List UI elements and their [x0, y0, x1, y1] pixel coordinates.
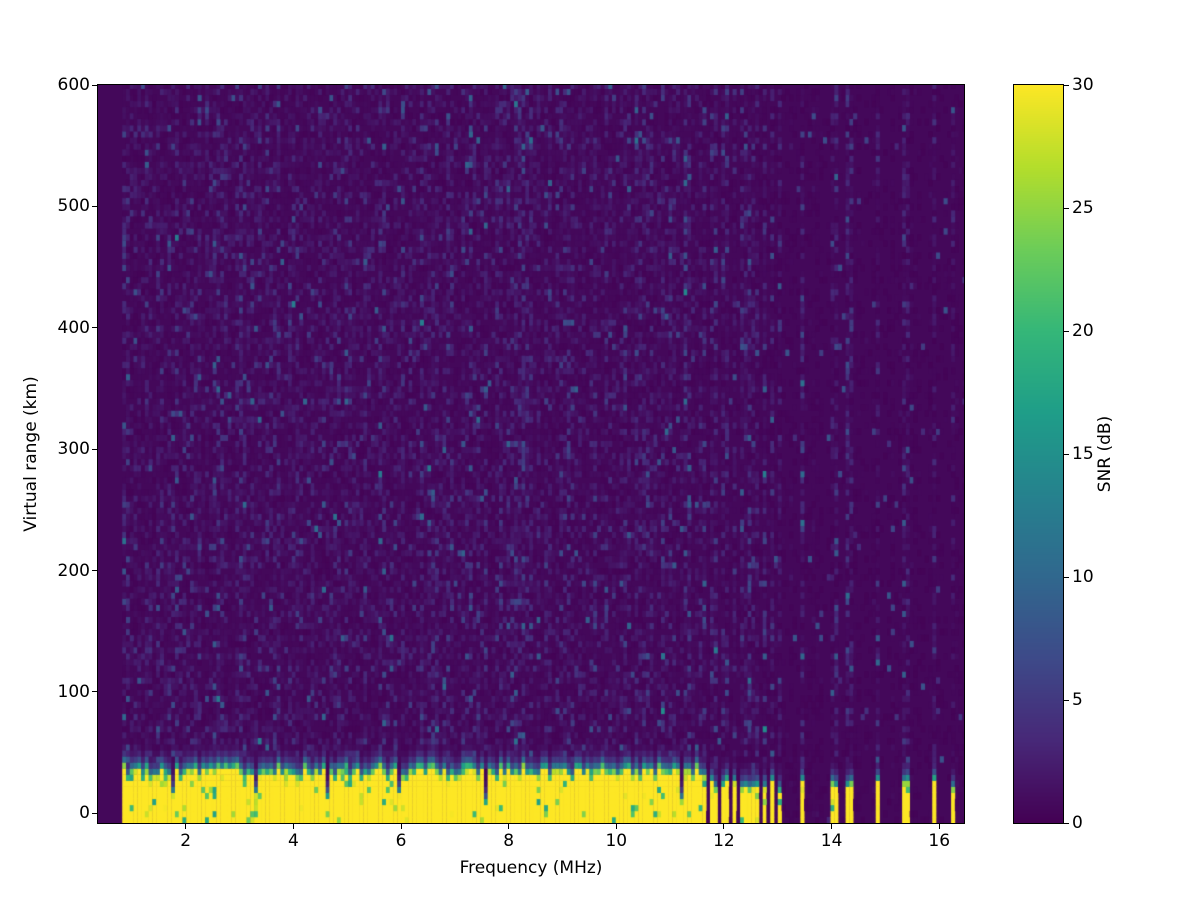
x-tick-label: 14 [820, 831, 843, 851]
y-tick-label: 100 [57, 681, 90, 702]
colorbar-tick-mark [1064, 207, 1069, 209]
y-tick-mark [92, 84, 97, 86]
y-tick-label: 0 [79, 803, 90, 824]
x-tick-mark [831, 824, 833, 829]
colorbar-tick-label: 20 [1072, 321, 1094, 341]
colorbar [1013, 84, 1064, 824]
colorbar-tick-label: 30 [1072, 75, 1094, 95]
y-tick-mark [92, 205, 97, 207]
colorbar-canvas [1014, 85, 1063, 823]
y-tick-label: 300 [57, 439, 90, 460]
x-tick-label: 16 [928, 831, 951, 851]
x-tick-label: 4 [287, 831, 299, 851]
colorbar-tick-mark [1064, 330, 1069, 332]
y-tick-mark [92, 812, 97, 814]
x-tick-mark [723, 824, 725, 829]
y-tick-label: 600 [57, 75, 90, 95]
x-tick-mark [508, 824, 510, 829]
y-tick-mark [92, 448, 97, 450]
y-tick-mark [92, 691, 97, 693]
colorbar-tick-label: 15 [1072, 444, 1094, 464]
ionogram-heatmap-canvas [98, 85, 964, 823]
x-tick-label: 10 [605, 831, 628, 851]
y-tick-mark [92, 570, 97, 572]
x-tick-label: 8 [503, 831, 515, 851]
colorbar-label: SNR (dB) [1095, 415, 1115, 493]
heatmap-plot-area [97, 84, 965, 824]
y-tick-label: 400 [57, 317, 90, 338]
y-tick-mark [92, 327, 97, 329]
x-tick-label: 6 [395, 831, 407, 851]
colorbar-tick-label: 5 [1072, 690, 1083, 710]
colorbar-tick-mark [1064, 84, 1069, 86]
x-tick-mark [615, 824, 617, 829]
x-tick-mark [185, 824, 187, 829]
colorbar-tick-mark [1064, 576, 1069, 578]
colorbar-tick-mark [1064, 453, 1069, 455]
x-axis-label: Frequency (MHz) [459, 858, 603, 878]
y-tick-label: 500 [57, 196, 90, 217]
colorbar-tick-mark [1064, 822, 1069, 824]
colorbar-tick-label: 10 [1072, 567, 1094, 587]
x-tick-mark [292, 824, 294, 829]
colorbar-tick-label: 25 [1072, 198, 1094, 218]
x-tick-label: 2 [180, 831, 192, 851]
colorbar-tick-mark [1064, 699, 1069, 701]
x-tick-mark [938, 824, 940, 829]
x-tick-mark [400, 824, 402, 829]
x-tick-label: 12 [713, 831, 735, 851]
colorbar-tick-label: 0 [1072, 813, 1083, 833]
y-tick-label: 200 [57, 560, 90, 581]
